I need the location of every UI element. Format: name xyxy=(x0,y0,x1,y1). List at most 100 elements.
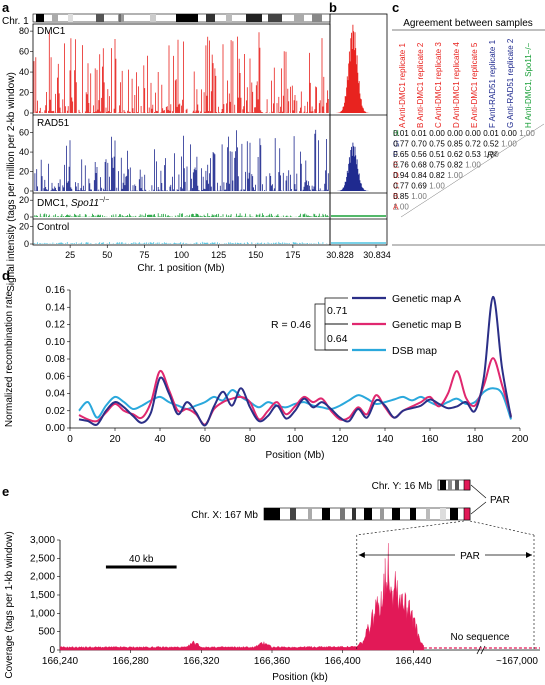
row-letter: D xyxy=(393,171,399,180)
par-coverage-chart: Chr. Y: 16 Mb Chr. X: 167 Mb PAR 0 500 1,000 1… xyxy=(4,479,540,683)
matrix-cell: 0.56 xyxy=(411,150,427,159)
matrix-cell: 1.00 xyxy=(393,203,409,212)
matrix-cell: 0.77 xyxy=(393,182,409,191)
e-xtick-label: 166,440 xyxy=(395,656,432,667)
d-xtick-label: 160 xyxy=(422,434,439,445)
scale-bar-label: 40 kb xyxy=(129,554,154,565)
track-ytick-label: 40 xyxy=(19,147,29,157)
matrix-cell: 0.68 xyxy=(411,161,427,170)
matrix-cell: 0.85 xyxy=(447,140,463,149)
no-sequence-label: No sequence xyxy=(451,632,510,643)
d-xtick-label: 180 xyxy=(467,434,484,445)
panel-a-frame xyxy=(32,23,331,246)
chrY-label: Chr. Y: 16 Mb xyxy=(372,481,433,492)
d-bracket-outer xyxy=(314,303,348,351)
par-pointer xyxy=(470,484,487,499)
col-label: B Anti-DMC1 replicate 2 xyxy=(416,42,425,128)
d-xtick-label: 140 xyxy=(377,434,394,445)
ideogram-band xyxy=(294,14,304,22)
matrix-cell: 1.00 xyxy=(429,182,445,191)
track-signal-4 xyxy=(33,241,328,244)
row-letter: F xyxy=(393,150,398,159)
recombination-chart: 0.00 0.02 0.04 0.06 0.08 0.10 0.12 0.14 0.16 0 20 4… xyxy=(4,285,529,461)
matrix-cell: 0.82 xyxy=(447,161,463,170)
d-ytick-label: 0.08 xyxy=(46,354,66,365)
zoom-line xyxy=(469,520,535,536)
d-r-ab: 0.71 xyxy=(327,305,348,317)
ideogram-band xyxy=(118,14,124,22)
matrix-cell: 1.00 xyxy=(501,140,517,149)
matrix-cell: 0.00 xyxy=(465,129,481,138)
ideogram-band xyxy=(68,14,73,22)
par-inner-label: PAR xyxy=(460,551,480,562)
matrix-cell: 0.94 xyxy=(393,171,409,180)
row-letter: H xyxy=(393,129,399,138)
row-letter: B xyxy=(393,192,398,201)
d-ylabel: Normalized recombination rate xyxy=(4,290,15,427)
chrX-band xyxy=(450,508,458,520)
chrX-band xyxy=(410,508,416,520)
chrX-label: Chr. X: 167 Mb xyxy=(191,510,258,521)
col-label: A Anti-DMC1 replicate 1 xyxy=(398,43,407,128)
track-ytick-label: 80 xyxy=(19,26,29,36)
chrX-band xyxy=(340,508,345,520)
e-ytick-label: 3,000 xyxy=(30,535,55,546)
chrX-par xyxy=(463,507,471,521)
e-xtick-label-end: ~167,000 xyxy=(496,656,538,667)
chr1-label: Chr. 1 xyxy=(2,16,29,27)
panel-a-label: a xyxy=(2,0,10,15)
matrix-cell: 0.75 xyxy=(429,140,445,149)
chrX-band xyxy=(440,508,446,520)
panel-a-xlabel: Chr. 1 position (Mb) xyxy=(137,263,224,274)
row-letter: C xyxy=(393,182,399,191)
matrix-cell: 0.72 xyxy=(465,140,481,149)
b-peak-rad51 xyxy=(337,142,369,191)
matrix-cell: 0.85 xyxy=(393,192,409,201)
e-coverage-area xyxy=(59,543,425,651)
track-name: DMC1 xyxy=(37,26,66,37)
d-series-1 xyxy=(78,295,512,427)
e-ytick-label: 1,000 xyxy=(30,608,55,619)
d-xtick-label: 40 xyxy=(154,434,166,445)
a-xtick-label: 150 xyxy=(248,250,263,260)
d-xtick-label: 120 xyxy=(332,434,349,445)
ideogram-band xyxy=(36,14,44,22)
matrix-cell: 0.76 xyxy=(393,161,409,170)
d-legend-label: Genetic map A xyxy=(392,293,461,305)
col-label: E Anti-DMC1 replicate 5 xyxy=(470,42,479,128)
track-signal-3 xyxy=(33,213,329,217)
panel-c-title: Agreement between samples xyxy=(403,18,533,29)
d-r-bd: 0.64 xyxy=(327,333,348,345)
matrix-cell: 0.01 xyxy=(483,129,499,138)
track-ytick-label: 0 xyxy=(24,239,29,249)
ideogram-band xyxy=(176,14,198,22)
track-ytick-label: 40 xyxy=(19,67,29,77)
matrix-cell: 0.00 xyxy=(501,129,517,138)
panel-e-label: e xyxy=(2,484,9,499)
matrix-cell: 0.75 xyxy=(429,161,445,170)
ideogram-band xyxy=(96,14,104,22)
chrX-band xyxy=(364,508,372,520)
par-arrowhead xyxy=(526,552,532,558)
chrX-band xyxy=(352,508,356,520)
chrX-band xyxy=(308,508,312,520)
matrix-cell: 1.00 xyxy=(519,129,535,138)
d-xtick-label: 0 xyxy=(67,434,73,445)
chrX-band xyxy=(380,508,384,520)
ideogram-band xyxy=(226,14,232,22)
e-xtick-label: 166,360 xyxy=(254,656,291,667)
d-ytick-label: 0.12 xyxy=(46,320,66,331)
d-ytick-label: 0.00 xyxy=(46,423,66,434)
matrix-cell: 0.65 xyxy=(393,150,409,159)
panel-b-label: b xyxy=(329,0,337,15)
row-letter: G xyxy=(393,140,399,149)
d-ytick-label: 0.16 xyxy=(46,285,66,296)
panel-b-frame xyxy=(329,13,388,246)
matrix-cell: 0.62 xyxy=(447,150,463,159)
ideogram-band xyxy=(312,14,322,22)
ideogram-band xyxy=(150,14,156,22)
e-xlabel: Position (kb) xyxy=(272,672,328,683)
d-r-overall: R = 0.46 xyxy=(271,319,311,331)
e-xtick-label: 166,320 xyxy=(183,656,220,667)
